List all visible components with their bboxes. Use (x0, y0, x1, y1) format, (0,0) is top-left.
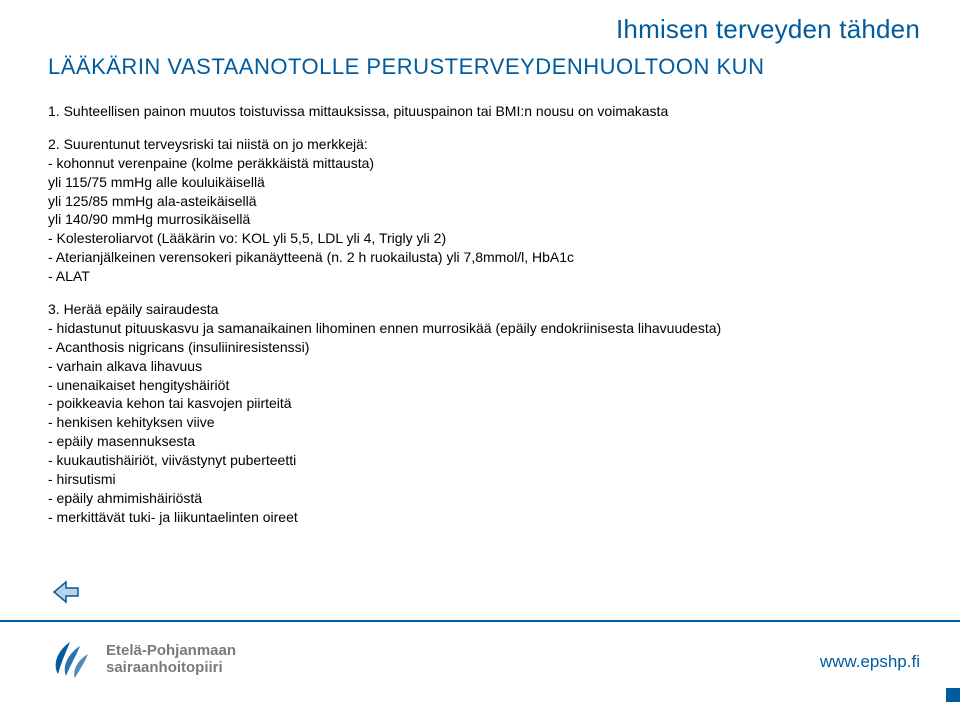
header-tagline: Ihmisen terveyden tähden (616, 14, 920, 45)
slide-footer: Etelä-Pohjanmaan sairaanhoitopiiri www.e… (0, 620, 960, 702)
section2-lead: 2. Suurentunut terveysriski tai niistä o… (48, 135, 912, 154)
body-text: 1. Suhteellisen painon muutos toistuviss… (48, 102, 912, 527)
section2-line: - ALAT (48, 267, 912, 286)
logo-mark-icon (48, 636, 94, 682)
section2-line: - Kolesteroliarvot (Lääkärin vo: KOL yli… (48, 229, 912, 248)
section1-lead: 1. Suhteellisen painon muutos toistuviss… (48, 102, 912, 121)
org-name-line2: sairaanhoitopiiri (106, 659, 236, 676)
section3-line: - poikkeavia kehon tai kasvojen piirteit… (48, 394, 912, 413)
section3-line: - varhain alkava lihavuus (48, 357, 912, 376)
section2-line: yli 115/75 mmHg alle kouluikäisellä (48, 173, 912, 192)
slide-header: Ihmisen terveyden tähden (0, 0, 960, 58)
org-name-line1: Etelä-Pohjanmaan (106, 642, 236, 659)
section3-line: - hirsutismi (48, 470, 912, 489)
section3-line: - hidastunut pituuskasvu ja samanaikaine… (48, 319, 912, 338)
back-button[interactable] (52, 580, 80, 604)
section3-line: - unenaikaiset hengityshäiriöt (48, 376, 912, 395)
section3-line: - epäily ahmimishäiriöstä (48, 489, 912, 508)
back-arrow-icon (52, 580, 80, 604)
section2-line: yli 140/90 mmHg murrosikäisellä (48, 210, 912, 229)
section3-line: - Acanthosis nigricans (insuliiniresiste… (48, 338, 912, 357)
slide-content: LÄÄKÄRIN VASTAANOTOLLE PERUSTERVEYDENHUO… (48, 54, 912, 527)
org-logo: Etelä-Pohjanmaan sairaanhoitopiiri (48, 636, 236, 682)
org-name: Etelä-Pohjanmaan sairaanhoitopiiri (106, 642, 236, 677)
section2-line: yli 125/85 mmHg ala-asteikäisellä (48, 192, 912, 211)
footer-accent-square (946, 688, 960, 702)
section2-line: - Aterianjälkeinen verensokeri pikanäytt… (48, 248, 912, 267)
section3-lead: 3. Herää epäily sairaudesta (48, 300, 912, 319)
footer-url: www.epshp.fi (820, 652, 920, 672)
section2-line: - kohonnut verenpaine (kolme peräkkäistä… (48, 154, 912, 173)
section3-line: - merkittävät tuki- ja liikuntaelinten o… (48, 508, 912, 527)
section3-line: - epäily masennuksesta (48, 432, 912, 451)
slide: Ihmisen terveyden tähden LÄÄKÄRIN VASTAA… (0, 0, 960, 702)
section3-line: - kuukautishäiriöt, viivästynyt pubertee… (48, 451, 912, 470)
page-title: LÄÄKÄRIN VASTAANOTOLLE PERUSTERVEYDENHUO… (48, 54, 912, 80)
section3-line: - henkisen kehityksen viive (48, 413, 912, 432)
